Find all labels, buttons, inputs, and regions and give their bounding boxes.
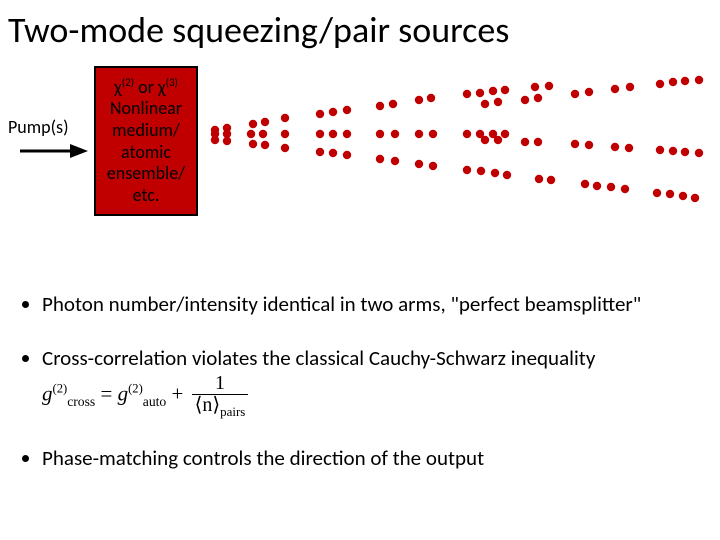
photon-dots-icon [205,60,715,260]
medium-line: ensemble/ [98,163,194,185]
medium-line: Nonlinear [98,98,194,120]
bullet2-prefix: Cross-correlation violates the classical… [42,345,595,371]
nonlinear-medium-box: χ(2) or χ(3) Nonlinear medium/ atomic en… [94,66,198,216]
medium-line: atomic [98,142,194,164]
bullet-item: Cross-correlation violates the classical… [42,344,702,418]
diagram: Pump(s) χ(2) or χ(3) Nonlinear medium/ a… [0,60,720,260]
pump-arrow-icon [20,140,90,162]
bullet-item: Phase-matching controls the direction of… [42,444,702,472]
bullet-list: Photon number/intensity identical in two… [22,290,702,499]
medium-line: medium/ [98,120,194,142]
chi-line: χ(2) or χ(3) [98,76,194,99]
slide-title: Two-mode squeezing/pair sources [0,0,720,52]
bullet-item: Photon number/intensity identical in two… [42,290,702,318]
medium-line: etc. [98,185,194,207]
pump-label: Pump(s) [8,116,69,138]
inequality-formula: g(2)cross = g(2)auto + 1⟨n⟩pairs [42,373,251,419]
